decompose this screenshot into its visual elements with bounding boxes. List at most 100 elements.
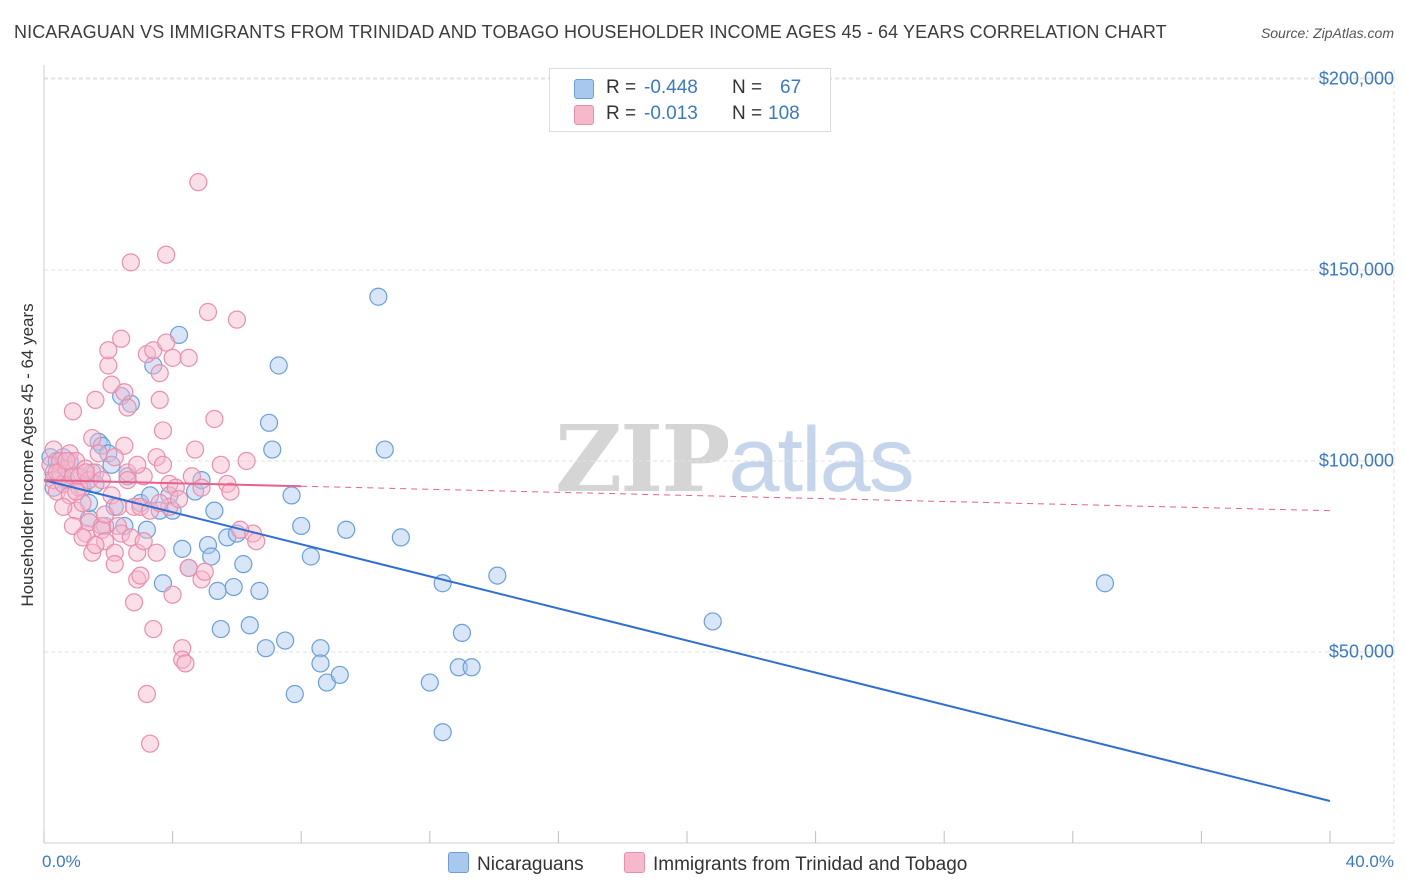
trinidad-point-105 (76, 463, 95, 482)
chart-title: NICARAGUAN VS IMMIGRANTS FROM TRINIDAD A… (14, 22, 1167, 42)
trinidad-point-64 (153, 455, 173, 474)
trinidad-point-61 (147, 543, 166, 562)
nicaraguan-point-37 (198, 535, 218, 555)
legend-n-value: 108 (768, 103, 800, 124)
trinidad-point-52 (134, 532, 153, 551)
trinidad-point-101 (192, 478, 211, 497)
trinidad-point-54 (137, 684, 156, 704)
legend-n-value: 67 (780, 77, 802, 98)
watermark-zip: ZIP (555, 405, 730, 513)
nicaraguan-point-51 (269, 356, 288, 375)
bottom-legend-trinidad: Immigrants from Trinidad and Tobago (624, 852, 967, 876)
trinidad-point-42 (118, 398, 137, 417)
trinidad-point-70 (163, 348, 182, 367)
legend-n-label: N = (732, 103, 763, 124)
trinidad-point-106 (105, 448, 124, 467)
trinidad-point-95 (54, 497, 73, 516)
trinidad-point-65 (153, 421, 173, 440)
trinidad-point-78 (179, 348, 198, 367)
legend-r-label: R = (606, 77, 637, 98)
trinidad-point-62 (150, 390, 169, 409)
nicaraguan-point-54 (285, 684, 304, 704)
y-tick-label-0: $50,000 (1328, 641, 1394, 662)
trinidad-point-35 (105, 555, 124, 574)
nicaraguan-trend-line (43, 479, 1331, 802)
trinidad-point-48 (128, 543, 147, 562)
nicaraguan-point-67 (433, 723, 452, 742)
trinidad-points (41, 173, 266, 753)
trinidad-point-57 (140, 734, 160, 753)
trinidad-point-66 (157, 333, 176, 352)
trinidad-point-11 (63, 402, 83, 421)
nicaraguan-point-27 (144, 356, 163, 375)
trend-lines (43, 479, 1331, 802)
nicaraguan-point-73 (1095, 574, 1115, 593)
y-tick-label-1: $100,000 (1318, 450, 1394, 471)
nicaraguan-point-57 (311, 639, 330, 658)
trinidad-point-99 (118, 471, 137, 490)
trinidad-trend-line-solid (43, 479, 302, 488)
trinidad-point-81 (189, 173, 208, 192)
nicaraguan-point-68 (449, 658, 468, 677)
trinidad-point-103 (57, 451, 76, 471)
nicaraguan-point-39 (205, 501, 224, 520)
nicaraguan-point-63 (375, 440, 394, 459)
nicaraguan-point-70 (462, 658, 481, 677)
trinidad-point-76 (176, 654, 195, 673)
legend-r-value: -0.448 (644, 77, 698, 98)
nicaraguan-point-62 (369, 287, 388, 306)
nicaraguan-point-33 (173, 539, 192, 558)
nicaraguan-point-46 (240, 616, 259, 635)
nicaraguan-point-38 (202, 547, 221, 566)
trinidad-point-17 (76, 459, 95, 478)
trinidad-point-51 (131, 566, 150, 585)
trinidad-point-41 (115, 383, 134, 402)
nicaraguan-point-45 (234, 555, 253, 574)
nicaraguan-point-49 (259, 413, 279, 432)
nicaraguan-point-55 (292, 516, 311, 536)
trinidad-point-38 (112, 524, 131, 543)
nicaraguan-point-65 (420, 673, 439, 692)
nicaraguan-point-64 (391, 528, 410, 547)
trinidad-point-94 (92, 471, 111, 490)
nicaraguan-point-71 (488, 566, 507, 585)
trinidad-point-58 (144, 619, 163, 639)
nicaraguan-point-69 (452, 623, 472, 643)
source-label: Source: ZipAtlas.com (1260, 25, 1394, 41)
trinidad-point-85 (205, 409, 224, 429)
trinidad-point-89 (227, 310, 246, 329)
nicaraguan-point-43 (224, 577, 243, 597)
bottom-legend-label-nicaraguans: Nicaraguans (477, 854, 584, 875)
x-tick-label-min: 0.0% (42, 852, 81, 871)
trinidad-point-47 (124, 593, 144, 612)
nicaraguan-point-48 (256, 639, 275, 658)
nicaraguan-point-72 (703, 612, 722, 631)
nicaraguan-point-40 (208, 581, 227, 600)
trinidad-point-83 (195, 562, 214, 581)
bottom-legend-label-trinidad: Immigrants from Trinidad and Tobago (653, 854, 968, 875)
nicaraguan-point-53 (282, 486, 301, 505)
nicaraguan-point-47 (250, 581, 269, 600)
watermark: ZIPatlas (555, 405, 915, 513)
nicaraguan-point-52 (276, 631, 295, 650)
nicaraguan-point-58 (311, 654, 330, 673)
trinidad-point-63 (150, 364, 169, 383)
trinidad-point-26 (92, 516, 111, 536)
nicaraguan-point-41 (211, 619, 230, 639)
trinidad-point-25 (89, 444, 108, 463)
trinidad-point-16 (73, 493, 92, 513)
legend-swatch-nicaraguans (574, 79, 594, 99)
trinidad-point-88 (221, 482, 240, 501)
trinidad-point-31 (99, 341, 118, 360)
nicaraguan-points (41, 287, 1115, 742)
y-tick-label-2: $150,000 (1318, 259, 1394, 280)
trinidad-point-60 (147, 448, 166, 467)
axes (43, 65, 1394, 844)
trinidad-point-67 (157, 245, 176, 264)
y-tick-label-3: $200,000 (1318, 68, 1394, 89)
trinidad-point-30 (99, 356, 118, 375)
trinidad-point-71 (163, 585, 182, 604)
trinidad-point-90 (237, 451, 256, 471)
watermark-atlas: atlas (728, 409, 914, 511)
trinidad-point-107 (128, 455, 147, 474)
